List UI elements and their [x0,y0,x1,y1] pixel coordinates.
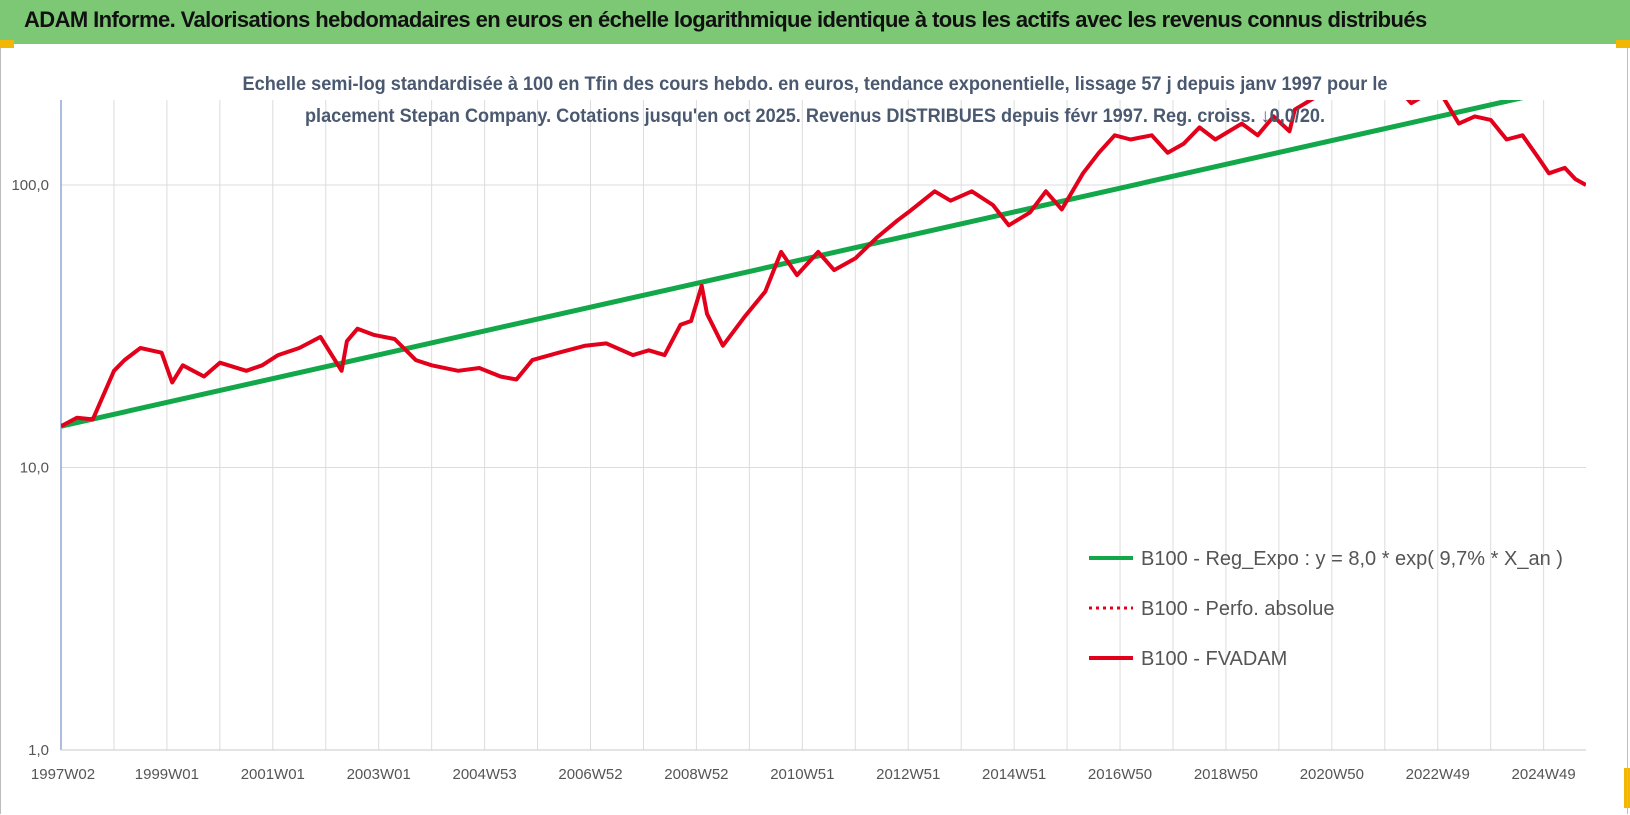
legend-label: B100 - Perfo. absolue [1141,598,1334,620]
series-line-2 [61,100,1586,428]
y-tick-label: 10,0 [20,460,49,477]
gridlines [60,100,1586,751]
legend-label: B100 - FVADAM [1141,648,1287,670]
title-banner: ADAM Informe. Valorisations hebdomadaire… [0,0,1630,46]
x-tick-label: 2010W51 [770,766,834,783]
legend: B100 - Reg_Expo : y = 8,0 * exp( 9,7% * … [1089,548,1563,670]
chart-title-line: Echelle semi-log standardisée à 100 en T… [243,74,1388,95]
x-tick-label: 2003W01 [347,766,411,783]
x-tick-label: 1997W02 [31,766,95,783]
x-tick-label: 1999W01 [135,766,199,783]
legend-label: B100 - Reg_Expo : y = 8,0 * exp( 9,7% * … [1141,548,1563,570]
x-tick-label: 2016W50 [1088,766,1152,783]
corner-marker-left [0,40,14,48]
chart-title: Echelle semi-log standardisée à 100 en T… [243,74,1388,127]
x-tick-label: 2012W51 [876,766,940,783]
x-tick-label: 2018W50 [1194,766,1258,783]
x-tick-label: 2008W52 [664,766,728,783]
chart-container: 1,0 10,0 100,0 1997W02 1999W01 2001W01 2003W01… [0,48,1628,814]
y-tick-label: 100,0 [11,177,49,194]
page-title: ADAM Informe. Valorisations hebdomadaire… [24,7,1427,32]
x-tick-label: 2004W53 [453,766,517,783]
chart-svg: 1,0 10,0 100,0 1997W02 1999W01 2001W01 2003W01… [11,74,1586,783]
x-tick-label: 2022W49 [1406,766,1470,783]
axes: 1,0 10,0 100,0 1997W02 1999W01 2001W01 2003W01… [11,100,1586,783]
x-tick-label: 2014W51 [982,766,1046,783]
series-line-0 [61,100,1524,429]
y-tick-label: 1,0 [28,742,49,759]
x-tick-label: 2006W52 [558,766,622,783]
x-tick-label: 2024W49 [1512,766,1576,783]
chart-title-line: placement Stepan Company. Cotations jusq… [305,106,1325,127]
x-tick-label: 2001W01 [241,766,305,783]
x-tick-label: 2020W50 [1300,766,1364,783]
corner-marker-right [1616,40,1630,48]
series-lines [61,100,1586,429]
